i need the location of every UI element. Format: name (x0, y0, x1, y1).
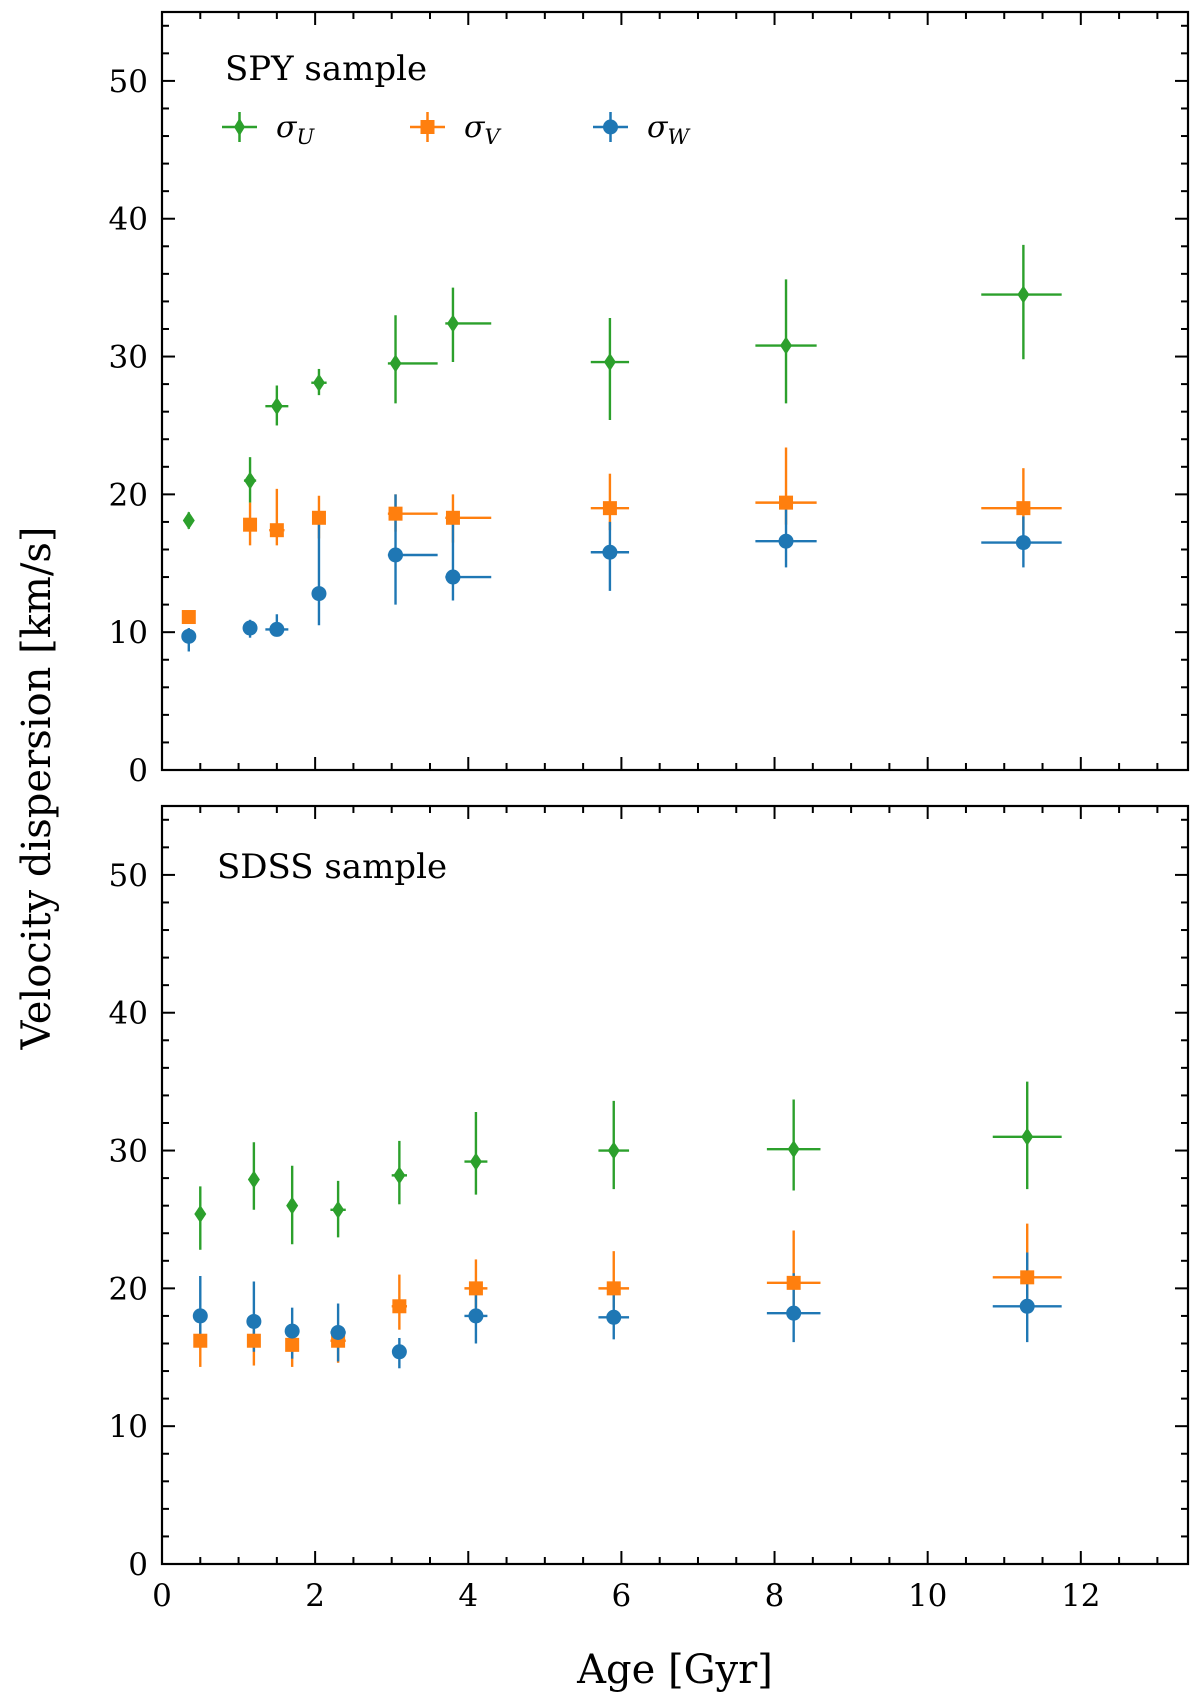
point-square (246, 1333, 261, 1348)
legend-label-sub: U (296, 125, 315, 149)
y-tick-label: 40 (109, 202, 148, 238)
point-square (602, 501, 617, 516)
x-tick-label: 8 (765, 1578, 785, 1614)
point-circle (269, 621, 285, 637)
y-tick-label: 30 (109, 1134, 148, 1170)
point-square (311, 510, 326, 525)
legend-label-base: σ (276, 110, 298, 145)
point-diamond (270, 397, 283, 416)
y-axis-title: Velocity dispersion [km/s] (14, 527, 60, 1051)
legend: σU σV σW (222, 110, 691, 149)
point-square (786, 1275, 801, 1290)
point-diamond (607, 1141, 620, 1160)
legend-label-sigma-u: σU (276, 110, 315, 149)
point-circle (311, 586, 327, 602)
point-square (269, 523, 284, 538)
legend-item-sigma-u: σU (222, 110, 315, 149)
point-circle (786, 1305, 802, 1321)
legend-marker-circle (603, 119, 618, 135)
point-square (1020, 1270, 1035, 1285)
point-diamond (389, 354, 402, 373)
legend-label-base: σ (647, 110, 669, 145)
point-square (468, 1281, 483, 1296)
y-tick-label: 10 (109, 1409, 148, 1445)
plot-frame-spy (160, 10, 1190, 772)
panel-sdss: 0 10 20 30 40 50 0 2 4 6 8 10 12 SDSS sample (109, 804, 1190, 1614)
legend-item-sigma-v: σV (410, 110, 501, 149)
point-diamond (194, 1204, 207, 1223)
point-circle (192, 1308, 208, 1324)
point-diamond (469, 1152, 482, 1171)
legend-label-sigma-v: σV (464, 110, 501, 149)
y-tick-label: 50 (109, 858, 148, 894)
x-tick-label: 6 (612, 1578, 632, 1614)
panel-title-sdss: SDSS sample (217, 847, 447, 887)
point-circle (778, 533, 794, 549)
legend-label-base: σ (464, 110, 486, 145)
legend-marker-diamond (234, 118, 245, 136)
point-square (193, 1333, 208, 1348)
point-circle (246, 1313, 262, 1329)
panel-title-spy: SPY sample (225, 49, 427, 89)
legend-label-sub: W (667, 125, 691, 149)
y-tick-label: 20 (109, 477, 148, 513)
point-square (1016, 501, 1031, 516)
point-circle (330, 1324, 346, 1340)
point-diamond (286, 1196, 299, 1215)
legend-label-sigma-w: σW (647, 110, 691, 149)
point-square (779, 495, 794, 510)
y-tick-label: 10 (109, 615, 148, 651)
legend-item-sigma-w: σW (593, 110, 691, 149)
x-tick-label: 0 (152, 1578, 172, 1614)
y-tick-label: 0 (128, 1547, 148, 1583)
y-tick-label: 40 (109, 996, 148, 1032)
point-diamond (1017, 285, 1030, 304)
point-diamond (244, 471, 257, 490)
point-diamond (787, 1140, 800, 1159)
legend-marker-square (420, 120, 435, 134)
point-diamond (1021, 1127, 1034, 1146)
point-circle (445, 569, 461, 585)
point-circle (1015, 535, 1031, 551)
point-circle (602, 544, 618, 560)
y-tick-label: 30 (109, 340, 148, 376)
point-circle (388, 547, 404, 563)
point-circle (468, 1308, 484, 1324)
point-diamond (603, 353, 616, 372)
x-tick-label: 2 (305, 1578, 325, 1614)
point-square (445, 510, 460, 525)
point-square (243, 517, 258, 532)
point-diamond (446, 314, 459, 333)
point-circle (242, 620, 258, 636)
x-tick-label: 10 (908, 1578, 947, 1614)
point-square (181, 610, 196, 625)
point-square (392, 1299, 407, 1314)
point-diamond (332, 1200, 345, 1219)
point-diamond (247, 1170, 260, 1189)
point-diamond (393, 1166, 406, 1185)
plot-frame-sdss (160, 804, 1190, 1566)
legend-label-sub: V (484, 125, 501, 149)
point-square (606, 1281, 621, 1296)
y-tick-label: 0 (128, 753, 148, 789)
panel-spy: 0 10 20 30 40 50 SPY sample (109, 10, 1190, 789)
point-diamond (312, 373, 325, 392)
point-diamond (182, 511, 195, 530)
point-circle (181, 628, 197, 644)
y-tick-label: 20 (109, 1271, 148, 1307)
point-circle (284, 1323, 300, 1339)
x-tick-label: 4 (458, 1578, 478, 1614)
point-square (388, 506, 403, 521)
y-tick-label: 50 (109, 64, 148, 100)
point-square (285, 1337, 300, 1352)
point-diamond (780, 336, 793, 355)
point-circle (606, 1309, 622, 1325)
point-circle (391, 1344, 407, 1360)
x-tick-label: 12 (1061, 1578, 1100, 1614)
point-circle (1019, 1298, 1035, 1314)
x-axis-title: Age [Gyr] (576, 1647, 773, 1693)
